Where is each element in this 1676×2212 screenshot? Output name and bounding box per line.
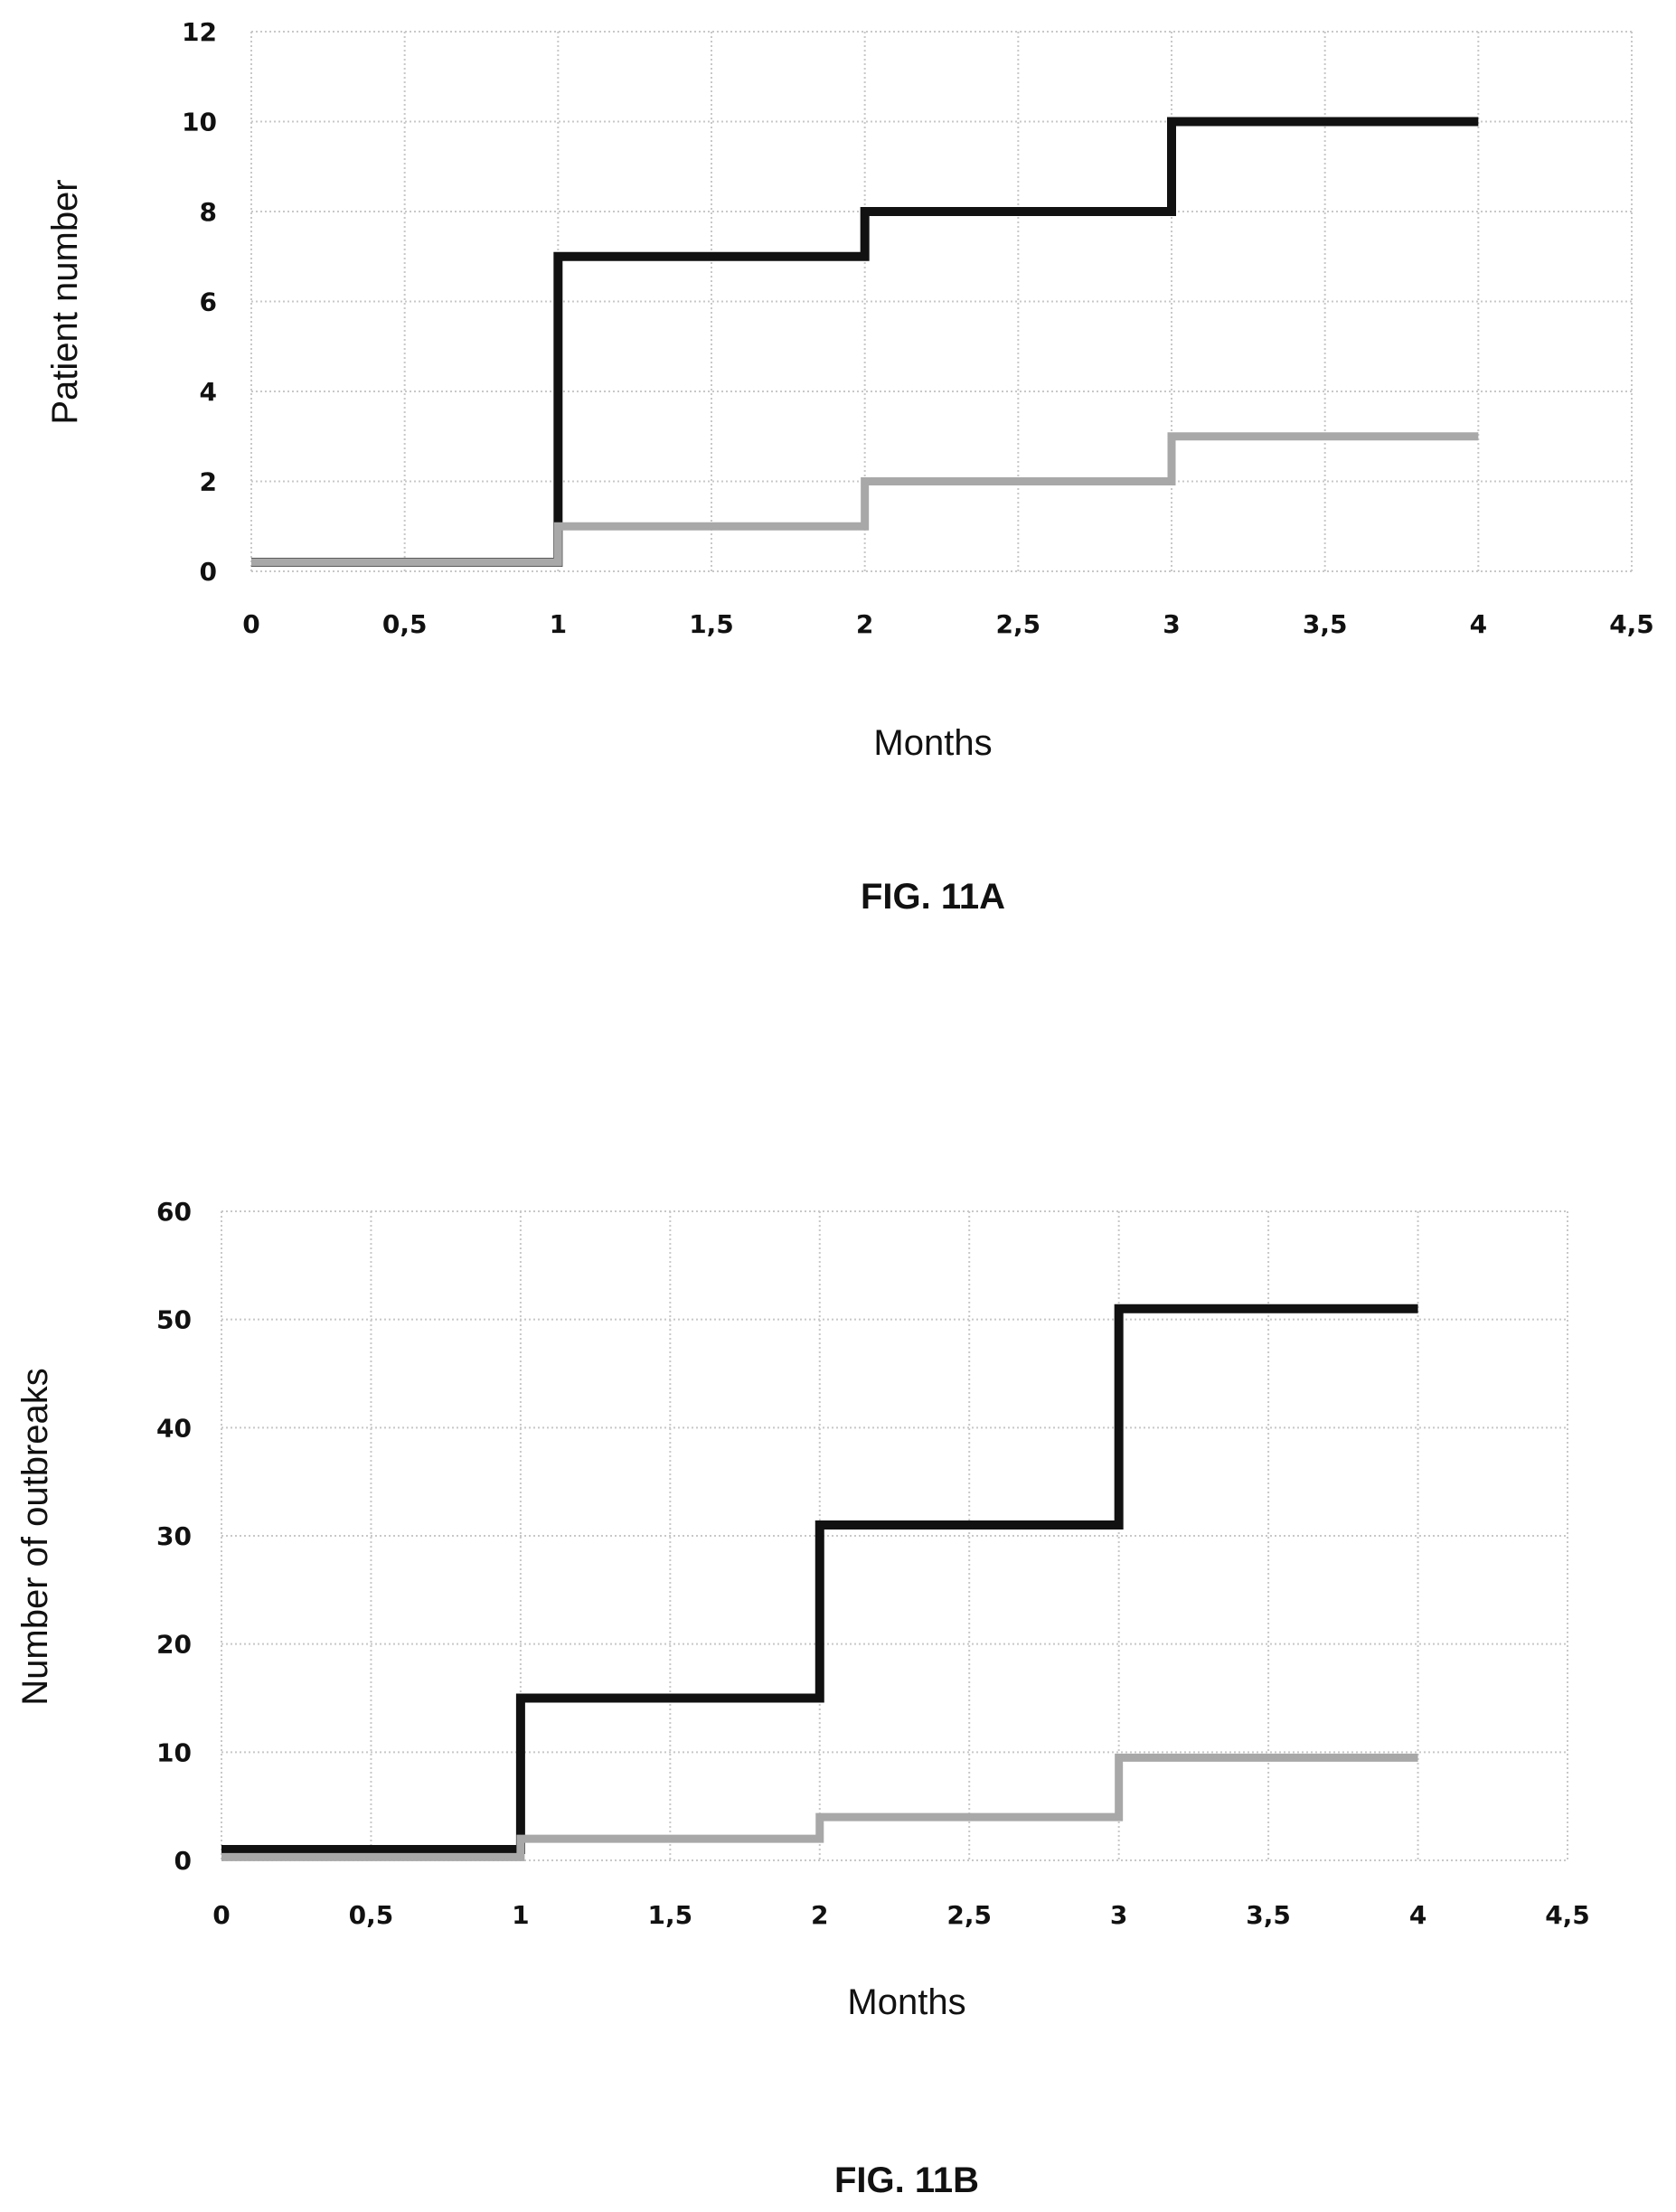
x-tick-label: 2 bbox=[811, 1900, 828, 1930]
x-tick-label: 4,5 bbox=[1545, 1900, 1590, 1930]
x-tick-label: 1 bbox=[550, 609, 567, 639]
x-tick-label: 1,5 bbox=[648, 1900, 693, 1930]
y-tick-label: 4 bbox=[200, 377, 217, 407]
y-tick-label: 0 bbox=[174, 1846, 192, 1876]
x-tick-label: 3,5 bbox=[1303, 609, 1348, 639]
figure-caption: FIG. 11B bbox=[834, 2160, 979, 2200]
y-axis-title: Number of outbreaks bbox=[15, 1368, 55, 1706]
x-tick-label: 0,5 bbox=[382, 609, 428, 639]
x-tick-label: 1 bbox=[512, 1900, 529, 1930]
series-line-gray bbox=[221, 1753, 1418, 1861]
x-tick-label: 3,5 bbox=[1246, 1900, 1291, 1930]
y-tick-label: 30 bbox=[156, 1521, 192, 1551]
x-axis-title: Months bbox=[847, 1982, 965, 2022]
y-tick-label: 8 bbox=[200, 197, 217, 227]
series-line-black bbox=[251, 117, 1479, 568]
y-tick-label: 0 bbox=[200, 557, 217, 587]
x-tick-label: 0 bbox=[212, 1900, 230, 1930]
y-tick-label: 60 bbox=[156, 1197, 192, 1227]
series-line-black bbox=[221, 1304, 1418, 1855]
x-tick-label: 3 bbox=[1110, 1900, 1127, 1930]
y-tick-label: 10 bbox=[156, 1737, 192, 1767]
x-tick-label: 4 bbox=[1470, 609, 1487, 639]
chart-a: 0 0,5 1 1,5 2 2,5 3 3,5 4 4,5 0 2 4 6 8 10 12 Months Patie… bbox=[45, 17, 1654, 917]
x-tick-label: 0 bbox=[242, 609, 259, 639]
y-tick-label: 6 bbox=[200, 287, 217, 317]
y-tick-label: 20 bbox=[156, 1630, 192, 1660]
y-tick-label: 40 bbox=[156, 1413, 192, 1443]
y-tick-label: 10 bbox=[182, 108, 217, 137]
x-tick-label: 4 bbox=[1409, 1900, 1426, 1930]
x-tick-label: 1,5 bbox=[689, 609, 734, 639]
chart-b: 0 0,5 1 1,5 2 2,5 3 3,5 4 4,5 0 10 20 30 40 50 60 Months N… bbox=[15, 1197, 1590, 2200]
x-tick-label: 2 bbox=[856, 609, 873, 639]
x-tick-label: 4,5 bbox=[1609, 609, 1654, 639]
y-tick-label: 50 bbox=[156, 1305, 192, 1335]
y-axis-title: Patient number bbox=[45, 179, 85, 424]
figure-caption: FIG. 11A bbox=[861, 877, 1005, 917]
y-tick-label: 12 bbox=[182, 17, 217, 47]
x-tick-label: 0,5 bbox=[349, 1900, 394, 1930]
x-tick-label: 2,5 bbox=[996, 609, 1041, 639]
y-tick-label: 2 bbox=[200, 467, 217, 497]
series-line-gray bbox=[251, 432, 1479, 567]
x-axis-title: Months bbox=[873, 723, 992, 763]
x-tick-label: 3 bbox=[1163, 609, 1180, 639]
x-tick-label: 2,5 bbox=[946, 1900, 992, 1930]
